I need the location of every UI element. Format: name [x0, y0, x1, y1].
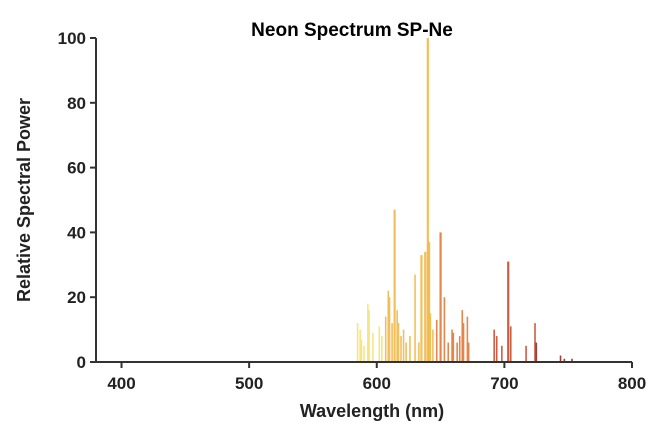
spectral-line	[432, 329, 434, 362]
spectral-line	[493, 329, 495, 362]
spectral-line	[495, 336, 498, 362]
spectral-line	[443, 297, 446, 362]
spectral-line	[507, 261, 510, 362]
spectral-line	[400, 336, 402, 362]
x-tick-label: 500	[235, 374, 263, 393]
spectral-line	[368, 310, 370, 362]
spectral-line	[429, 313, 432, 362]
x-axis-ticks: 400 500 600 700 800	[107, 362, 646, 393]
spectral-line	[381, 336, 383, 362]
spectral-line	[559, 355, 562, 362]
spectral-line	[525, 345, 527, 362]
spectral-line	[397, 323, 400, 362]
spectral-line	[426, 38, 429, 362]
spectral-line	[452, 332, 455, 362]
spectral-line	[378, 326, 381, 362]
spectral-line	[387, 290, 390, 362]
spectral-line	[563, 358, 566, 362]
spectral-line	[451, 329, 453, 362]
y-tick-label: 100	[58, 29, 86, 48]
x-tick-label: 800	[618, 374, 646, 393]
spectral-lines	[356, 38, 573, 362]
x-tick-label: 600	[363, 374, 391, 393]
spectral-line	[535, 342, 538, 362]
spectral-line	[571, 358, 573, 362]
y-tick-label: 20	[67, 288, 86, 307]
spectral-line	[360, 339, 363, 362]
spectral-line	[534, 323, 536, 362]
spectral-line	[424, 251, 427, 362]
spectral-line	[359, 329, 361, 362]
spectral-line	[356, 323, 359, 362]
spectral-line	[461, 310, 464, 362]
spectral-line	[467, 342, 470, 362]
spectral-line	[439, 232, 442, 362]
y-tick-label: 40	[67, 223, 86, 242]
spectral-line	[405, 342, 407, 362]
spectral-line	[372, 332, 374, 362]
spectral-line	[396, 310, 398, 362]
y-axis-label: Relative Spectral Power	[14, 98, 34, 302]
spectral-line	[462, 323, 465, 362]
spectral-line	[388, 297, 391, 362]
spectral-line	[509, 326, 512, 362]
spectral-line	[363, 345, 365, 362]
chart-title: Neon Spectrum SP-Ne	[251, 20, 453, 41]
y-axis-ticks: 0 20 40 60 80 100	[58, 29, 96, 372]
spectral-line	[414, 274, 416, 362]
x-tick-label: 700	[490, 374, 518, 393]
spectral-line	[447, 342, 450, 362]
spectral-line	[466, 316, 469, 362]
spectral-line	[501, 345, 503, 362]
x-axis-label: Wavelength (nm)	[300, 401, 444, 421]
spectral-line	[458, 336, 461, 362]
y-tick-label: 0	[77, 353, 86, 372]
spectral-line	[402, 329, 405, 362]
spectral-line	[427, 242, 431, 362]
spectral-line	[367, 303, 369, 362]
spectral-line	[420, 255, 423, 362]
spectral-line	[409, 336, 411, 362]
y-tick-label: 80	[67, 94, 86, 113]
spectral-line	[393, 209, 396, 362]
x-tick-label: 400	[107, 374, 135, 393]
spectral-line	[384, 316, 387, 362]
spectral-line	[391, 323, 393, 362]
y-tick-label: 60	[67, 159, 86, 178]
spectral-line	[418, 342, 420, 362]
spectral-line	[456, 342, 458, 362]
spectral-line	[435, 319, 438, 362]
